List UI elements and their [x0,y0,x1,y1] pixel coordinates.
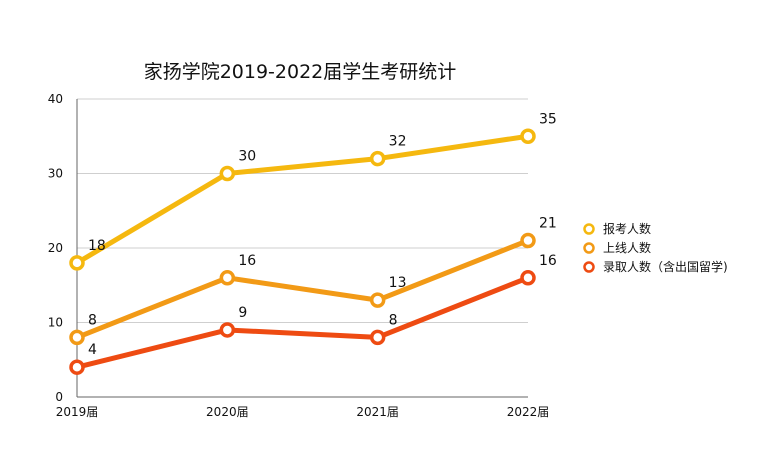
legend-marker [583,242,595,254]
legend-marker [583,261,595,273]
data-point [219,322,236,338]
chart-title: 家扬学院2019-2022届学生考研统计 [144,61,457,83]
data-point [69,329,85,346]
data-label: 32 [389,134,407,150]
data-label: 21 [539,216,557,232]
data-label: 30 [238,149,256,165]
axes: 0 10 20 30 40 2019届 2020届 2021届 2022届 [48,92,550,419]
data-point [369,292,386,308]
data-point [369,150,386,167]
data-label: 4 [88,342,97,358]
x-tick-label: 2020届 [206,405,249,419]
data-point [520,232,536,249]
data-labels: 18 30 32 35 8 16 13 21 4 9 8 16 [88,111,557,358]
series-line-2 [74,275,531,370]
data-point [219,270,236,286]
series-layer [69,128,536,375]
legend-marker [583,223,595,235]
legend-label: 上线人数 [603,240,651,255]
data-label: 8 [88,312,97,328]
x-tick-label: 2021届 [356,405,399,419]
data-label: 35 [539,111,557,127]
x-tick-label: 2022届 [507,405,550,419]
data-label: 13 [389,275,407,291]
data-label: 9 [238,305,247,321]
data-label: 16 [238,253,256,269]
legend-label: 报考人数 [603,221,651,236]
data-point [69,359,85,375]
legend-label: 录取人数（含出国留学) [603,259,728,274]
data-point [369,329,386,346]
gridlines [77,98,528,323]
data-point [520,270,536,286]
x-tick-label: 2019届 [56,405,99,419]
data-point [520,128,536,144]
series-line-1 [74,238,531,340]
y-tick-label: 0 [55,390,63,404]
y-tick-label: 10 [48,316,63,330]
data-label: 18 [88,238,106,254]
y-tick-label: 40 [48,92,63,106]
y-tick-label: 20 [48,241,63,255]
y-tick-label: 30 [48,167,63,181]
data-label: 16 [539,253,557,269]
data-point [219,165,236,182]
data-point [69,255,85,271]
data-label: 8 [389,312,398,328]
series-line-0 [74,133,531,266]
